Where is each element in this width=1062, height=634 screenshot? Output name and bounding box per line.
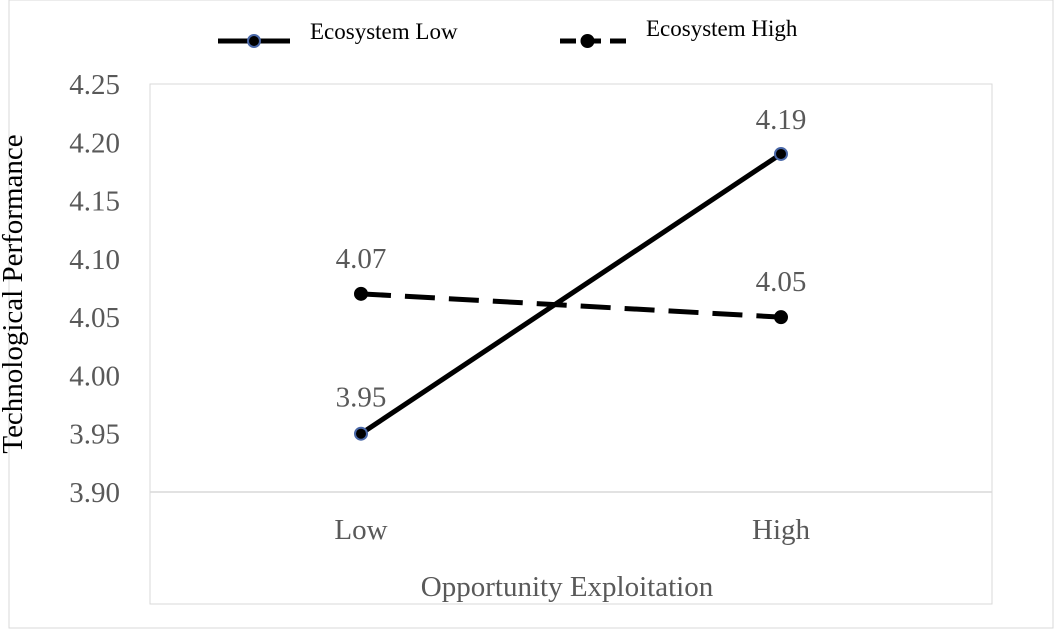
data-label: 4.05 [756,266,807,298]
y-tick-label: 3.95 [69,419,120,451]
series-line-0 [359,151,783,436]
axes: 3.90 3.95 4.00 4.05 4.10 4.15 4.20 4.25 Low High O… [0,69,992,603]
x-axis-title: Opportunity Exploitation [421,571,714,603]
data-label: 4.19 [756,104,807,136]
legend-label: Ecosystem High [646,16,798,41]
series-marker [354,286,368,301]
chart-frame [8,0,1054,629]
plot-area-frame [149,83,993,605]
y-tick-label: 4.20 [69,127,120,159]
series-layer: 3.95 4.19 4.07 4.05 [336,104,807,441]
legend-marker [247,34,261,48]
y-tick-label: 4.05 [69,302,120,334]
x-tick-label: Low [334,514,387,546]
series-line-1 [360,291,782,320]
data-label: 4.07 [336,243,387,275]
data-label: 3.95 [336,382,387,414]
legend-label: Ecosystem Low [310,19,458,44]
y-tick-label: 4.00 [69,360,120,392]
y-tick-label: 4.15 [69,186,120,218]
y-tick-label: 3.90 [69,477,120,509]
y-axis-title: Technological Performance [0,134,29,453]
y-tick-label: 4.25 [69,69,120,101]
legend-marker [580,34,595,48]
series-marker [354,426,368,441]
y-tick-label: 4.10 [69,244,120,276]
series-marker [774,310,788,325]
series-marker [774,146,788,161]
legend: Ecosystem Low Ecosystem High [218,16,798,48]
x-tick-label: High [752,514,811,546]
